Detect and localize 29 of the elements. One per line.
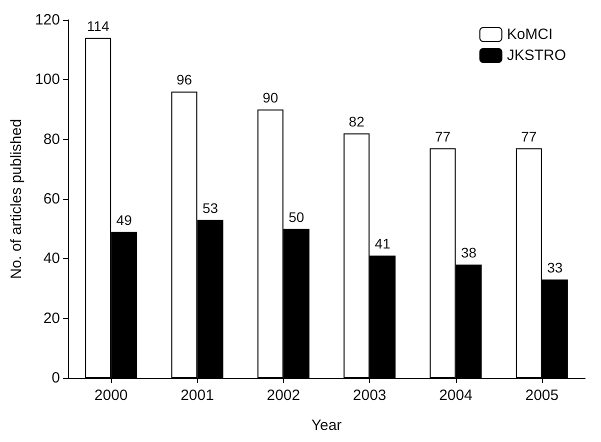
data-label: 114: [86, 18, 110, 34]
y-tick-label: 60: [43, 190, 60, 208]
data-label: 33: [547, 260, 563, 276]
data-label: 77: [434, 128, 451, 144]
data-label: 41: [374, 236, 391, 252]
data-label: 90: [262, 90, 278, 106]
y-tick-label: 20: [43, 310, 60, 327]
x-tick-label: 2000: [94, 387, 128, 404]
y-axis-title: No. of articles published: [8, 118, 26, 280]
data-label: 96: [176, 72, 192, 88]
data-label: 50: [288, 208, 304, 225]
y-tick-label: 40: [43, 250, 60, 268]
legend-label: KoMCI: [506, 26, 553, 43]
y-tick-label: 80: [43, 130, 60, 148]
data-label: 82: [348, 113, 365, 130]
x-axis-title: Year: [311, 417, 342, 434]
legend-label: JKSTRO: [506, 47, 566, 64]
y-tick-label: 100: [34, 71, 60, 88]
x-tick-label: 2004: [439, 387, 472, 404]
y-tick-label: 0: [52, 370, 60, 386]
data-label: 38: [460, 244, 477, 261]
data-label: 49: [116, 212, 132, 228]
x-tick-label: 2002: [266, 387, 300, 404]
x-tick-label: 2001: [180, 387, 214, 404]
y-tick-label: 120: [34, 12, 60, 28]
x-tick-label: 2003: [352, 387, 386, 404]
x-tick-label: 2005: [525, 387, 559, 404]
data-label: 77: [521, 128, 537, 144]
data-label: 53: [202, 200, 218, 216]
